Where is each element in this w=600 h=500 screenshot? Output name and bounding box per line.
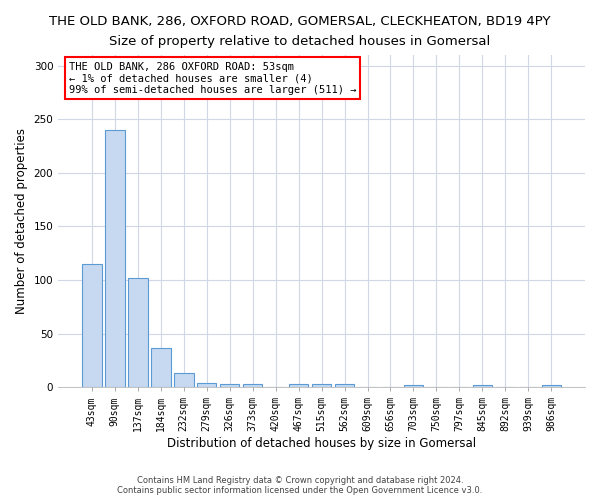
Bar [174,373,194,387]
Bar [243,384,262,387]
Bar [197,383,217,387]
Text: Size of property relative to detached houses in Gomersal: Size of property relative to detached ho… [109,35,491,48]
Text: THE OLD BANK, 286 OXFORD ROAD: 53sqm
← 1% of detached houses are smaller (4)
99%: THE OLD BANK, 286 OXFORD ROAD: 53sqm ← 1… [69,62,356,95]
X-axis label: Distribution of detached houses by size in Gomersal: Distribution of detached houses by size … [167,437,476,450]
Bar [105,130,125,387]
Text: Contains HM Land Registry data © Crown copyright and database right 2024.
Contai: Contains HM Land Registry data © Crown c… [118,476,482,495]
Bar [128,278,148,387]
Bar [473,385,492,387]
Bar [404,385,423,387]
Bar [289,384,308,387]
Bar [335,384,355,387]
Bar [312,384,331,387]
Text: THE OLD BANK, 286, OXFORD ROAD, GOMERSAL, CLECKHEATON, BD19 4PY: THE OLD BANK, 286, OXFORD ROAD, GOMERSAL… [49,15,551,28]
Bar [82,264,101,387]
Y-axis label: Number of detached properties: Number of detached properties [15,128,28,314]
Bar [151,348,170,387]
Bar [220,384,239,387]
Bar [542,385,561,387]
